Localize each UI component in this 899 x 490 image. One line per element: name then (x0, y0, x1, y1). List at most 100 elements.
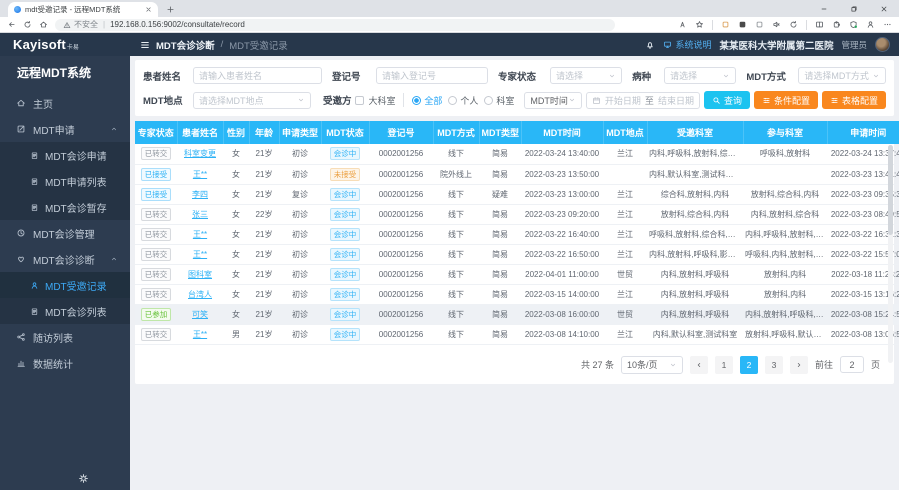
tab-close-icon[interactable] (145, 6, 152, 13)
heart-icon (16, 254, 26, 264)
sidebar-item-2[interactable]: MDT会诊管理 (0, 220, 130, 246)
breadcrumb-current: MDT受邀记录 (229, 40, 288, 52)
security-warning[interactable]: 不安全 (63, 19, 98, 30)
cell-type: 简易 (479, 204, 521, 225)
new-tab-button[interactable] (166, 5, 175, 14)
square-orange-icon[interactable] (721, 20, 730, 29)
cell-joined: 内科,放射科,呼吸科,测试科室 (743, 304, 827, 325)
scrollbar[interactable] (888, 145, 893, 363)
radio-icon (412, 95, 422, 105)
refresh-icon[interactable] (789, 20, 798, 29)
invitee-radio-1[interactable]: 个人 (448, 94, 478, 107)
sidebar-item-4[interactable]: 随访列表 (0, 324, 130, 350)
cell-apply_time: 2022-03-15 13:16:26 (827, 284, 899, 305)
square-dark-icon[interactable] (738, 20, 747, 29)
patient-name-link[interactable]: 张三 (192, 209, 208, 219)
sidebar-subitem-3-1[interactable]: MDT会诊列表 (0, 298, 130, 324)
square-grey-icon[interactable] (755, 20, 764, 29)
browser-tab[interactable]: mdt受邀记录 - 远程MDT系统 (8, 2, 158, 17)
minimize-button[interactable] (809, 0, 839, 17)
close-button[interactable] (869, 0, 899, 17)
big-dept-checkbox[interactable] (355, 95, 365, 105)
cell-place: 世贸 (603, 264, 647, 285)
home-icon (16, 98, 26, 108)
cell-apply_time: 2022-03-23 09:35:39 (827, 184, 899, 205)
date-range-picker[interactable]: 开始日期 至 结束日期 (585, 91, 700, 109)
table-config-button[interactable]: 表格配置 (821, 91, 886, 109)
patient-name-link[interactable]: 王** (192, 329, 208, 339)
patient-name-link[interactable]: 图科室 (188, 269, 212, 279)
patient-name-link[interactable]: 可笑 (192, 309, 208, 319)
browser-tab-strip: mdt受邀记录 - 远程MDT系统 (0, 0, 899, 17)
mute-icon[interactable] (772, 20, 781, 29)
mdt-place-select[interactable]: 请选择MDT地点 (193, 91, 311, 109)
disease-select[interactable]: 请选择 (664, 67, 737, 84)
cell-apply_time: 2022-03-23 08:49:53 (827, 204, 899, 225)
patient-name-link[interactable]: 台湾人 (188, 289, 212, 299)
prev-page-button[interactable] (689, 355, 708, 374)
column-header-age: 年龄 (249, 121, 280, 144)
cell-mdt_status: 会诊中 (321, 264, 369, 285)
cell-gender: 女 (223, 304, 249, 325)
home-icon[interactable] (39, 20, 48, 29)
gear-icon[interactable] (78, 473, 89, 484)
patient-name-link[interactable]: 王** (192, 249, 208, 259)
search-button[interactable]: 查询 (703, 91, 750, 109)
next-page-button[interactable] (789, 355, 808, 374)
patient-name-link[interactable]: 科室变更 (184, 149, 216, 159)
mdt-mode-select[interactable]: 请选择MDT方式 (798, 67, 886, 84)
patient-name-input[interactable] (193, 67, 322, 84)
cell-place: 兰江 (603, 224, 647, 245)
sidebar-subitem-1-1[interactable]: MDT申请列表 (0, 168, 130, 194)
star-icon[interactable] (695, 20, 704, 29)
cell-mdt_status: 会诊中 (321, 224, 369, 245)
invitee-radio-0[interactable]: 全部 (412, 94, 442, 107)
goto-page-input[interactable] (839, 356, 864, 373)
patient-name-link[interactable]: 王** (192, 169, 208, 179)
expert-status-select[interactable]: 请选择 (550, 67, 623, 84)
sidebar-item-1[interactable]: MDT申请 (0, 116, 130, 142)
shield-icon[interactable] (849, 20, 858, 29)
cell-invited: 内科,放射科,呼吸科 (647, 304, 743, 325)
bell-icon[interactable] (645, 40, 655, 50)
refresh-icon[interactable] (23, 20, 32, 29)
sidebar-item-5[interactable]: 数据统计 (0, 350, 130, 376)
invitee-radio-2[interactable]: 科室 (484, 94, 514, 107)
sidebar-item-0[interactable]: 主页 (0, 90, 130, 116)
page-button-3[interactable]: 3 (764, 355, 783, 374)
cell-apply_type: 初诊 (279, 304, 321, 325)
cell-place: 兰江 (603, 144, 647, 165)
sidebar-fold-icon[interactable] (140, 40, 150, 50)
cell-apply_type: 初诊 (279, 264, 321, 285)
person-icon[interactable] (866, 20, 875, 29)
cell-time: 2022-03-23 13:50:00 (521, 164, 603, 185)
avatar[interactable] (875, 37, 890, 52)
page-button-1[interactable]: 1 (714, 355, 733, 374)
patient-name-link[interactable]: 王** (192, 229, 208, 239)
condition-config-button[interactable]: 条件配置 (753, 91, 818, 109)
read-aloud-icon[interactable] (678, 20, 687, 29)
split-icon[interactable] (815, 20, 824, 29)
expert-status-badge: 已转交 (140, 147, 172, 161)
total-count: 共 27 条 (580, 360, 614, 370)
sidebar-subitem-1-2[interactable]: MDT会诊暂存 (0, 194, 130, 220)
chevron-left-icon (695, 361, 703, 369)
user-icon (30, 281, 39, 290)
dots-icon[interactable] (883, 20, 892, 29)
page-size-select[interactable]: 10条/页 (620, 355, 683, 374)
reg-no-input[interactable] (376, 67, 488, 84)
cell-time: 2022-03-08 14:10:00 (521, 324, 603, 345)
sidebar-subitem-3-0[interactable]: MDT受邀记录 (0, 272, 130, 298)
sidebar-subitem-1-0[interactable]: MDT会诊申请 (0, 142, 130, 168)
time-field-select[interactable]: MDT时间 (524, 91, 582, 109)
address-bar[interactable]: 不安全 | 192.168.0.156:9002/consultate/reco… (55, 18, 615, 31)
puzzle-icon[interactable] (832, 20, 841, 29)
system-help-link[interactable]: 系统说明 (663, 38, 711, 51)
page-button-2[interactable]: 2 (739, 355, 758, 374)
cell-mode: 线下 (433, 324, 479, 345)
restore-button[interactable] (839, 0, 869, 17)
clock-icon (16, 228, 26, 238)
patient-name-link[interactable]: 李四 (192, 189, 208, 199)
sidebar-item-3[interactable]: MDT会诊诊断 (0, 246, 130, 272)
back-icon[interactable] (7, 20, 16, 29)
